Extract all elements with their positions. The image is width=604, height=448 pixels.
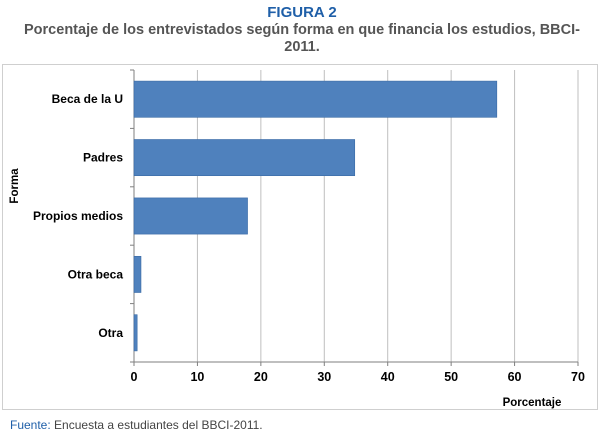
bar-1 xyxy=(133,139,356,177)
category-label-3: Otra beca xyxy=(68,267,124,281)
category-label-0: Beca de la U xyxy=(52,92,123,106)
bar-3 xyxy=(133,255,142,293)
bar-2 xyxy=(133,197,248,235)
source-note: Fuente: Encuesta a estudiantes del BBCI-… xyxy=(10,418,263,432)
x-tick-label-20: 20 xyxy=(254,370,268,384)
x-tick-label-10: 10 xyxy=(190,370,204,384)
category-label-2: Propios medios xyxy=(33,209,123,223)
chart-title: Porcentaje de los entrevistados según fo… xyxy=(10,22,594,56)
x-tick-label-40: 40 xyxy=(381,370,395,384)
chart-title-line1: Porcentaje de los entrevistados según fo… xyxy=(24,22,580,38)
x-tick-label-30: 30 xyxy=(317,370,331,384)
chart-title-line2: 2011. xyxy=(284,39,320,55)
bar-4 xyxy=(133,314,138,352)
x-tick-label-70: 70 xyxy=(571,370,585,384)
x-tick-label-0: 0 xyxy=(131,370,138,384)
source-text: Encuesta a estudiantes del BBCI-2011. xyxy=(50,418,263,432)
category-label-4: Otra xyxy=(98,326,123,340)
category-label-1: Padres xyxy=(83,151,123,165)
x-tick-label-60: 60 xyxy=(508,370,522,384)
figure-label: FIGURA 2 xyxy=(267,4,337,21)
x-axis-title: Porcentaje xyxy=(503,397,562,409)
source-key: Fuente: xyxy=(10,418,51,432)
y-axis-title: Forma xyxy=(9,168,21,204)
chart-frame xyxy=(2,64,598,410)
bar-0 xyxy=(133,80,498,118)
x-tick-label-50: 50 xyxy=(444,370,458,384)
